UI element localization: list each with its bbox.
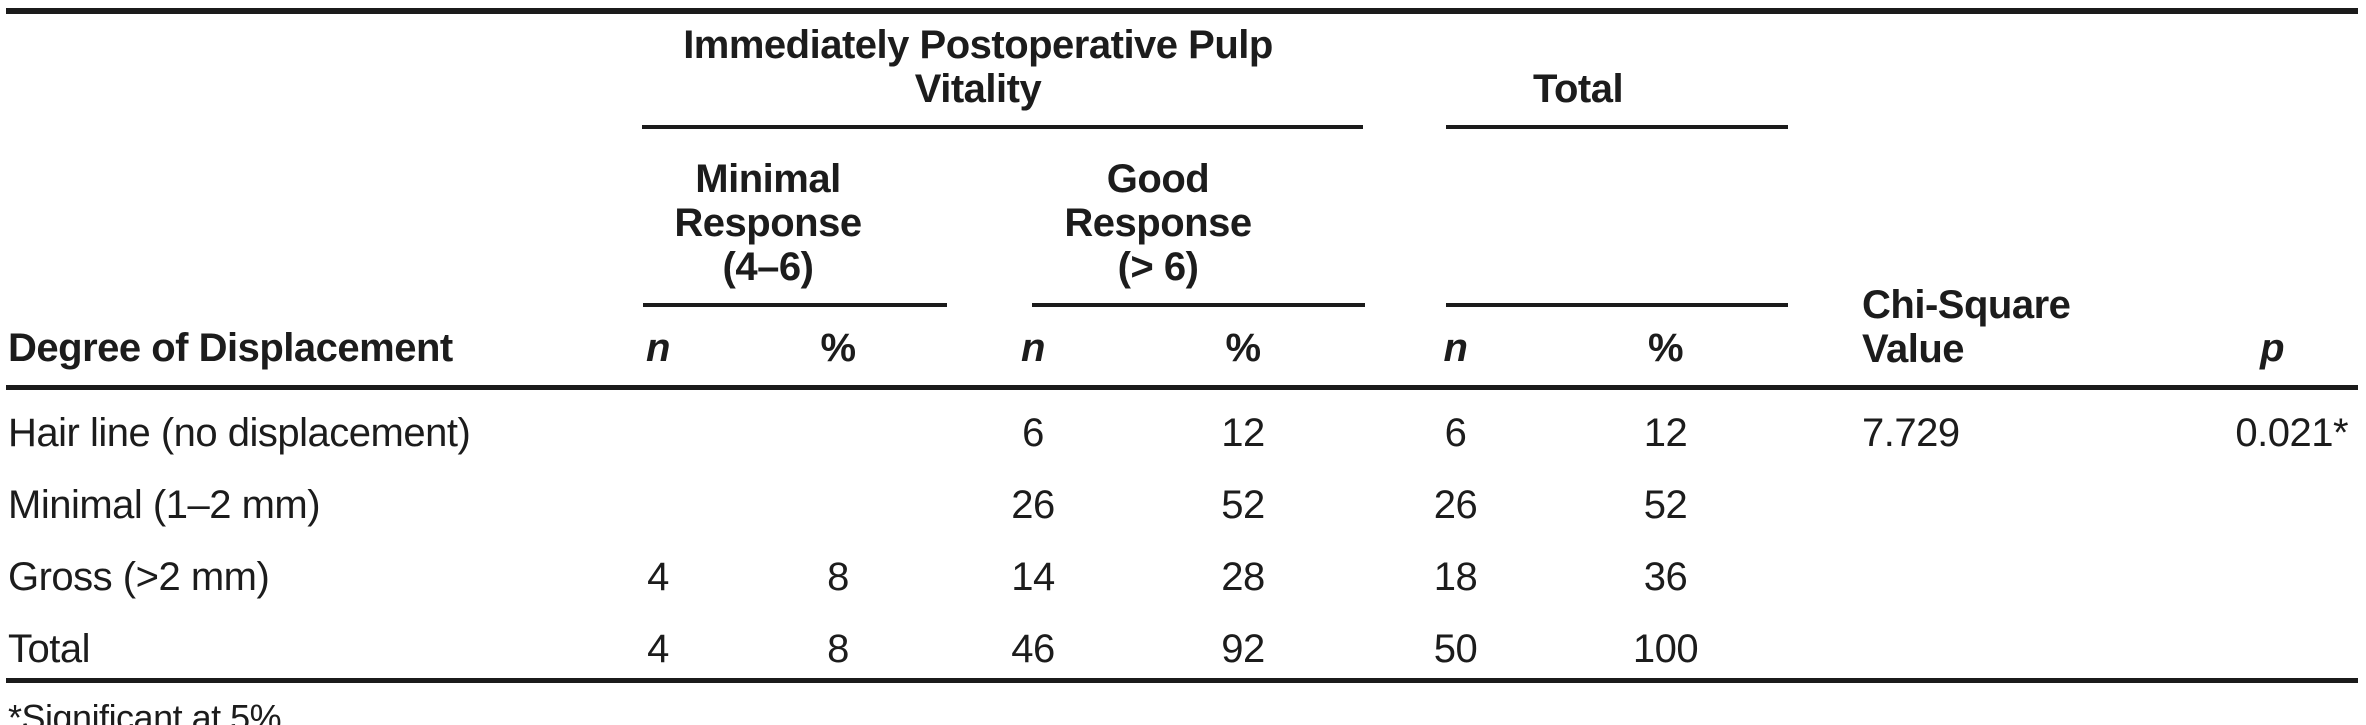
cell-total-pct: 100 [1632, 626, 1699, 671]
col-header-good-pct: % [1118, 307, 1369, 390]
table-row-gross: Gross (>2 mm) 4 8 14 28 18 36 [6, 534, 2358, 606]
cell-total-pct: 36 [1643, 554, 1688, 599]
cell-good-n: 26 [1011, 482, 1055, 527]
total-group-spacer [1368, 129, 1789, 307]
cell-minimal-n: 4 [647, 554, 669, 599]
good-response-group-title: Good Response (> 6) [1064, 157, 1252, 289]
vitality-group-rule [642, 125, 1364, 129]
good-response-group-rule [1032, 303, 1366, 307]
cell-minimal-n [588, 462, 728, 534]
cell-chi-square: 7.729 [1862, 410, 1960, 455]
cell-good-pct: 92 [1221, 626, 1265, 671]
cell-good-pct: 28 [1221, 554, 1265, 599]
chi-square-value-header: Chi-Square Value [1788, 11, 2187, 390]
chi-square-value-header-text: Chi-Square Value [1862, 282, 2071, 371]
cell-total-n: 18 [1433, 554, 1478, 599]
p-value-header: p [2186, 11, 2359, 390]
degree-of-displacement-header: Degree of Displacement [6, 11, 588, 390]
minimal-response-group-rule [643, 303, 947, 307]
col-header-minimal-n: n [588, 307, 728, 390]
cell-good-pct: 52 [1221, 482, 1265, 527]
cell-good-n: 14 [1011, 554, 1055, 599]
vitality-group-header: Immediately Postoperative Pulp Vitality [588, 11, 1368, 129]
total-group-rule-lower [1446, 303, 1789, 307]
cell-chi-square [1788, 462, 2186, 534]
col-header-total-n: n [1368, 307, 1544, 390]
cell-minimal-pct [728, 387, 948, 462]
cell-total-pct: 52 [1643, 482, 1688, 527]
cell-total-pct: 12 [1643, 410, 1688, 455]
cell-chi-square [1788, 606, 2186, 681]
row-label: Hair line (no displacement) [8, 410, 471, 455]
cell-total-n: 6 [1444, 410, 1467, 455]
total-group-rule-upper [1446, 125, 1789, 129]
cell-total-n: 50 [1433, 626, 1478, 671]
cell-minimal-pct: 8 [827, 626, 849, 671]
cell-good-n: 46 [1011, 626, 1055, 671]
vitality-group-title: Immediately Postoperative Pulp Vitality [683, 23, 1273, 111]
cell-good-pct: 12 [1221, 410, 1265, 455]
col-header-total-pct: % [1543, 307, 1789, 390]
row-label: Gross (>2 mm) [8, 554, 270, 599]
row-label: Minimal (1–2 mm) [8, 482, 321, 527]
minimal-response-group-title: Minimal Response (4–6) [674, 157, 862, 289]
cell-p-value: 0.021* [2235, 410, 2349, 455]
group-header-row: Degree of Displacement Immediately Posto… [6, 11, 2359, 390]
cell-good-n: 6 [1022, 410, 1044, 455]
significance-footnote: *Significant at 5%. [8, 696, 291, 725]
cell-p-value [2186, 606, 2358, 681]
cell-chi-square [1788, 534, 2186, 606]
cell-total-n: 26 [1433, 482, 1478, 527]
row-label: Total [8, 626, 91, 671]
cell-minimal-n: 4 [647, 626, 669, 671]
col-header-minimal-pct: % [728, 307, 948, 390]
table-row-minimal: Minimal (1–2 mm) 26 52 26 52 [6, 462, 2358, 534]
col-header-good-n: n [948, 307, 1118, 390]
table-row-hairline: Hair line (no displacement) 6 12 6 12 7.… [6, 387, 2358, 462]
good-response-group-header: Good Response (> 6) [948, 129, 1368, 307]
cell-p-value [2186, 462, 2358, 534]
table-row-total: Total 4 8 46 92 50 100 [6, 606, 2358, 681]
total-group-header: Total [1368, 11, 1789, 129]
chi-square-table: Degree of Displacement Immediately Posto… [6, 8, 2359, 683]
total-group-title: Total [1532, 67, 1624, 111]
cell-minimal-n [588, 387, 728, 462]
subgroup-header-row: Minimal Response (4–6) Good Response (> … [6, 129, 2358, 307]
minimal-response-group-header: Minimal Response (4–6) [588, 129, 948, 307]
column-header-row: n % n % n % [6, 307, 2358, 390]
cell-minimal-pct [728, 462, 948, 534]
cell-minimal-pct: 8 [827, 554, 849, 599]
cell-p-value [2186, 534, 2358, 606]
